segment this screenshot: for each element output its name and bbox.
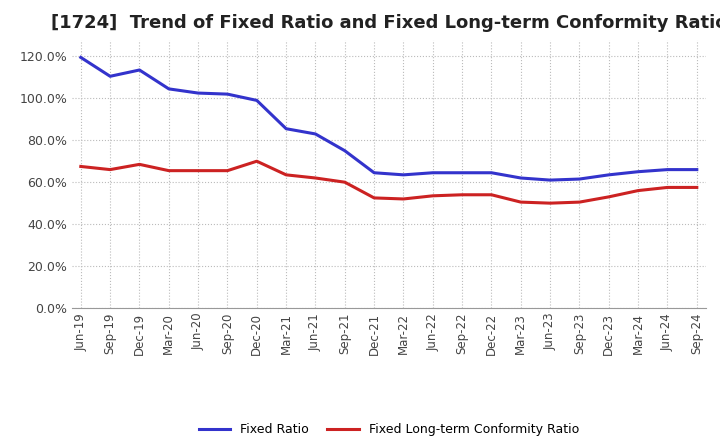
Fixed Ratio (516, 176, 525, 181)
Fixed Ratio (546, 177, 554, 183)
Fixed Long-term Conformity Ratio (223, 168, 232, 173)
Fixed Long-term Conformity Ratio (487, 192, 496, 198)
Fixed Ratio (194, 91, 202, 96)
Fixed Long-term Conformity Ratio (76, 164, 85, 169)
Fixed Ratio (399, 172, 408, 177)
Fixed Ratio (311, 131, 320, 136)
Fixed Long-term Conformity Ratio (164, 168, 173, 173)
Fixed Long-term Conformity Ratio (341, 180, 349, 185)
Fixed Long-term Conformity Ratio (546, 201, 554, 206)
Fixed Ratio (223, 92, 232, 97)
Fixed Long-term Conformity Ratio (135, 162, 144, 167)
Fixed Long-term Conformity Ratio (663, 185, 672, 190)
Fixed Ratio (76, 55, 85, 60)
Legend: Fixed Ratio, Fixed Long-term Conformity Ratio: Fixed Ratio, Fixed Long-term Conformity … (194, 418, 584, 440)
Fixed Ratio (428, 170, 437, 176)
Fixed Long-term Conformity Ratio (399, 196, 408, 202)
Fixed Ratio (575, 176, 584, 182)
Fixed Ratio (135, 67, 144, 73)
Fixed Long-term Conformity Ratio (194, 168, 202, 173)
Fixed Long-term Conformity Ratio (253, 158, 261, 164)
Fixed Ratio (693, 167, 701, 172)
Line: Fixed Ratio: Fixed Ratio (81, 58, 697, 180)
Fixed Long-term Conformity Ratio (282, 172, 290, 177)
Fixed Ratio (663, 167, 672, 172)
Line: Fixed Long-term Conformity Ratio: Fixed Long-term Conformity Ratio (81, 161, 697, 203)
Fixed Long-term Conformity Ratio (605, 194, 613, 199)
Fixed Long-term Conformity Ratio (370, 195, 379, 201)
Fixed Ratio (458, 170, 467, 176)
Fixed Long-term Conformity Ratio (106, 167, 114, 172)
Fixed Ratio (253, 98, 261, 103)
Fixed Long-term Conformity Ratio (516, 199, 525, 205)
Fixed Long-term Conformity Ratio (575, 199, 584, 205)
Fixed Ratio (106, 73, 114, 79)
Fixed Ratio (370, 170, 379, 176)
Fixed Ratio (634, 169, 642, 174)
Title: [1724]  Trend of Fixed Ratio and Fixed Long-term Conformity Ratio: [1724] Trend of Fixed Ratio and Fixed Lo… (50, 15, 720, 33)
Fixed Long-term Conformity Ratio (634, 188, 642, 193)
Fixed Ratio (605, 172, 613, 177)
Fixed Long-term Conformity Ratio (458, 192, 467, 198)
Fixed Long-term Conformity Ratio (311, 176, 320, 181)
Fixed Ratio (282, 126, 290, 132)
Fixed Long-term Conformity Ratio (428, 193, 437, 198)
Fixed Long-term Conformity Ratio (693, 185, 701, 190)
Fixed Ratio (164, 86, 173, 92)
Fixed Ratio (487, 170, 496, 176)
Fixed Ratio (341, 148, 349, 154)
